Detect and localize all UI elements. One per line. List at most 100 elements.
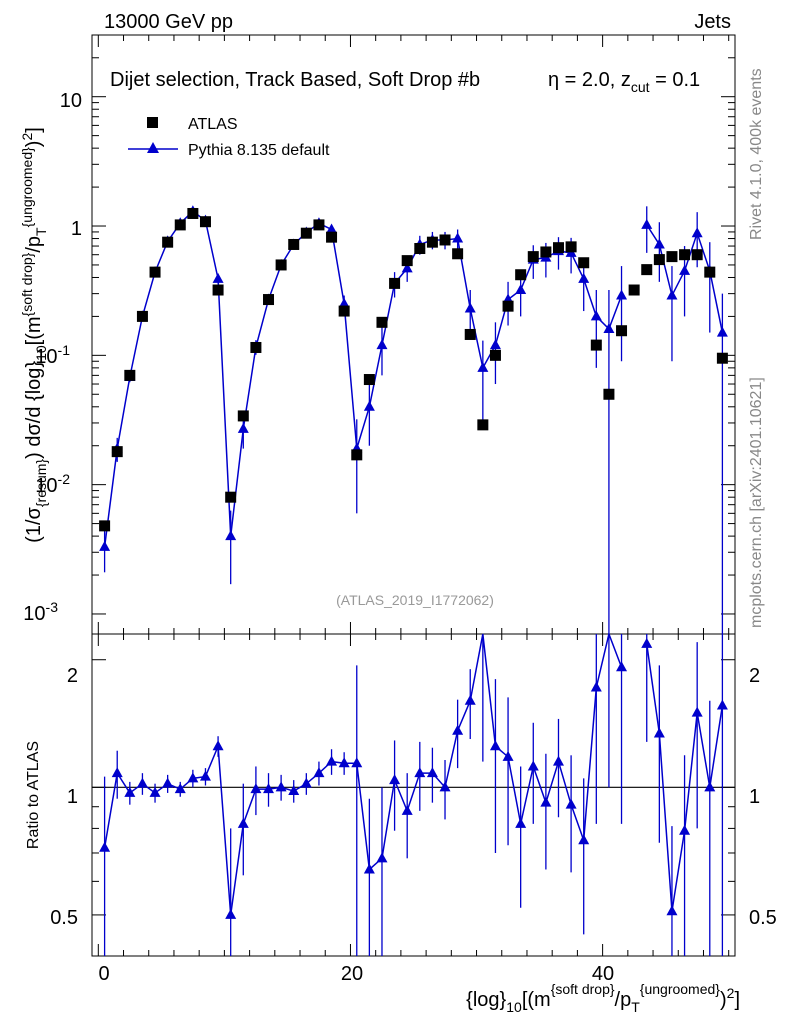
- pythia-point: [691, 227, 703, 238]
- atlas-point: [628, 284, 640, 296]
- atlas-point: [540, 246, 552, 258]
- ratio-point: [376, 852, 388, 863]
- xtick-20: 20: [341, 963, 363, 985]
- legend-data-label: ATLAS: [188, 116, 238, 133]
- atlas-point: [225, 491, 237, 503]
- ratio-point: [250, 783, 262, 794]
- ratio-point: [111, 767, 123, 778]
- atlas-point: [653, 254, 665, 266]
- ratio-point: [162, 777, 174, 788]
- pythia-point: [489, 339, 501, 350]
- ratio-ytick-1-right: 1: [749, 786, 760, 808]
- ratio-point: [275, 781, 287, 792]
- analysis-label: (ATLAS_2019_I1772062): [336, 592, 494, 608]
- main-ytick-1e-1-exp: -1: [58, 342, 71, 358]
- atlas-point: [250, 341, 262, 353]
- pythia-point: [212, 272, 224, 283]
- atlas-point: [288, 238, 300, 250]
- ratio-ytick-1-left: 1: [67, 786, 78, 808]
- atlas-point: [414, 243, 426, 255]
- ratio-point: [288, 785, 300, 796]
- ratio-point: [439, 781, 451, 792]
- atlas-point: [338, 305, 350, 317]
- pythia-point: [641, 218, 653, 229]
- ratio-point: [414, 767, 426, 778]
- atlas-point: [527, 251, 539, 263]
- ratio-point: [174, 783, 186, 794]
- atlas-point: [426, 236, 438, 248]
- ratio-point: [401, 804, 413, 815]
- ratio-ytick-05-left: 0.5: [50, 907, 78, 929]
- atlas-point: [389, 277, 401, 289]
- ratio-ytick-2-left: 2: [67, 665, 78, 687]
- zcut-value: = 0.1: [650, 69, 701, 91]
- ratio-point: [653, 727, 665, 738]
- ratio-point: [704, 781, 716, 792]
- pythia-point: [225, 530, 237, 541]
- atlas-point: [263, 294, 275, 306]
- atlas-point: [401, 255, 413, 267]
- selection-title: Dijet selection, Track Based, Soft Drop …: [110, 69, 480, 91]
- ratio-point: [552, 755, 564, 766]
- atlas-point: [439, 234, 451, 246]
- ratio-point: [565, 798, 577, 809]
- pythia-point: [679, 264, 691, 275]
- pythia-point: [326, 223, 338, 234]
- beta-text: η = 2.0, z: [548, 69, 631, 91]
- main-ytick-1e-3: 10-3: [23, 599, 58, 625]
- pythia-point: [578, 272, 590, 283]
- atlas-point: [162, 236, 174, 248]
- atlas-point: [464, 328, 476, 340]
- beta-title: η = 2.0, zcut = 0.1: [548, 69, 700, 95]
- pythia-point: [603, 322, 615, 333]
- ratio-point: [199, 770, 211, 781]
- main-ytick-1e-2: 10-2: [35, 471, 70, 497]
- pythia-point: [590, 310, 602, 321]
- atlas-point: [300, 227, 312, 239]
- pythia-point: [376, 339, 388, 350]
- source-label: mcplots.cern.ch [arXiv:2401.10621]: [748, 377, 765, 628]
- ratio-point: [149, 786, 161, 797]
- ratio-point: [616, 661, 628, 672]
- atlas-point: [489, 349, 501, 361]
- atlas-point: [212, 284, 224, 296]
- ratio-point: [540, 796, 552, 807]
- main-ytick-1e-2-base: 10: [35, 475, 57, 497]
- legend-mc-marker: [147, 142, 159, 153]
- atlas-point: [704, 266, 716, 278]
- atlas-point: [363, 374, 375, 386]
- atlas-point: [111, 446, 123, 458]
- ratio-point: [527, 760, 539, 771]
- ratio-point: [225, 908, 237, 919]
- ratio-point: [326, 755, 338, 766]
- atlas-point: [679, 249, 691, 261]
- ratio-point: [99, 841, 111, 852]
- atlas-point: [275, 259, 287, 271]
- main-plot-marks: [99, 205, 728, 634]
- ratio-point: [515, 817, 527, 828]
- atlas-point: [666, 251, 678, 263]
- main-ytick-1e-1: 10-1: [35, 342, 70, 368]
- atlas-point: [691, 249, 703, 261]
- axis-ticks: [92, 34, 735, 956]
- atlas-point: [149, 266, 161, 278]
- ratio-point: [237, 817, 249, 828]
- main-ytick-1e-1-base: 10: [35, 346, 57, 368]
- atlas-point: [565, 241, 577, 253]
- pythia-point: [666, 289, 678, 300]
- ratio-point: [679, 824, 691, 835]
- main-ytick-1e-2-exp: -2: [58, 471, 71, 487]
- ratio-point: [136, 777, 148, 788]
- ratio-point: [389, 774, 401, 785]
- atlas-point: [99, 520, 111, 532]
- pythia-point: [237, 422, 249, 433]
- atlas-point: [641, 264, 653, 276]
- ratio-point: [263, 783, 275, 794]
- atlas-point: [313, 219, 325, 231]
- ratio-point: [313, 767, 325, 778]
- zcut-sub: cut: [631, 79, 650, 95]
- ratio-point: [300, 777, 312, 788]
- pythia-point: [716, 326, 728, 337]
- atlas-point: [174, 219, 186, 231]
